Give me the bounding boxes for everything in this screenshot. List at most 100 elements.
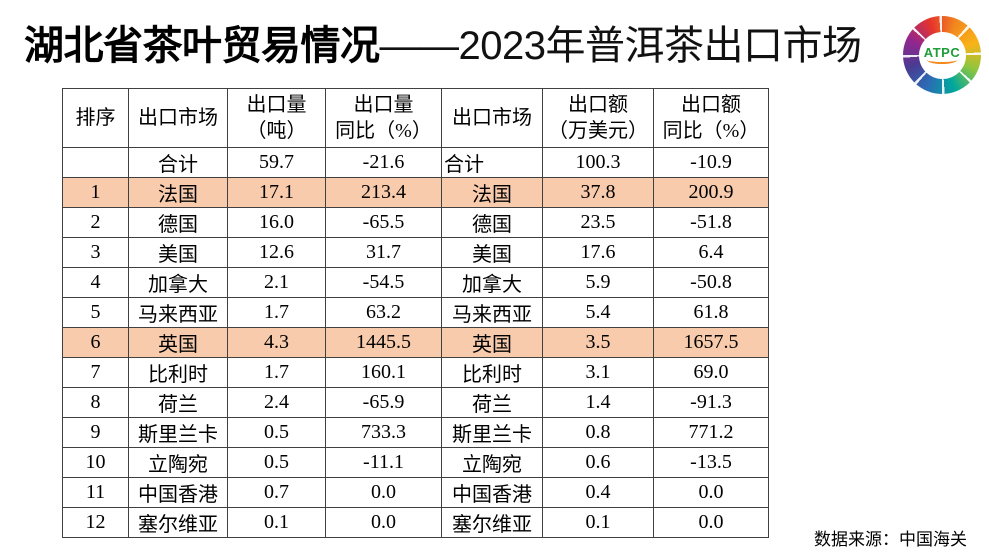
header-cell: 出口市场 (128, 88, 228, 148)
rank-cell: 8 (62, 387, 129, 418)
export-volume-cell: 0.5 (227, 447, 326, 478)
rank-cell: 7 (62, 357, 129, 388)
export-value-cell: 0.4 (542, 477, 654, 508)
rank-cell: 5 (62, 297, 129, 328)
table-row: 6 英国 4.3 1445.5 英国 3.5 1657.5 (62, 327, 769, 358)
market-cell-2: 德国 (441, 207, 543, 238)
rank-cell (62, 147, 129, 178)
market-cell-2: 塞尔维亚 (441, 507, 543, 538)
table-row: 10 立陶宛 0.5 -11.1 立陶宛 0.6 -13.5 (62, 447, 769, 478)
export-volume-cell: 2.4 (227, 387, 326, 418)
market-cell-2: 英国 (441, 327, 543, 358)
export-value-cell: 23.5 (542, 207, 654, 238)
header-cell: 出口量 （吨） (227, 88, 326, 148)
market-cell-2: 合计 (441, 147, 543, 178)
market-cell: 塞尔维亚 (128, 507, 228, 538)
market-cell: 合计 (128, 147, 228, 178)
export-value-cell: 3.1 (542, 357, 654, 388)
value-yoy-cell: -91.3 (653, 387, 769, 418)
table-header-row: 排序 出口市场 出口量 （吨） 出口量 同比（%） 出口市场 出口额 （万美元） 出口额 同比（%） (62, 88, 769, 148)
table-row: 7 比利时 1.7 160.1 比利时 3.1 69.0 (62, 357, 769, 388)
atpc-logo: ATPC (903, 16, 981, 94)
market-cell-2: 法国 (441, 177, 543, 208)
volume-yoy-cell: 0.0 (325, 477, 442, 508)
header-cell: 排序 (62, 88, 129, 148)
market-cell-2: 马来西亚 (441, 297, 543, 328)
export-volume-cell: 4.3 (227, 327, 326, 358)
volume-yoy-cell: -54.5 (325, 267, 442, 298)
table-body: 合计 59.7 -21.6 合计 100.3 -10.9 1 法国 17.1 213.4 法国 37.… (62, 147, 769, 538)
export-value-cell: 0.6 (542, 447, 654, 478)
value-yoy-cell: 69.0 (653, 357, 769, 388)
export-volume-cell: 16.0 (227, 207, 326, 238)
value-yoy-cell: -10.9 (653, 147, 769, 178)
page-title: 湖北省茶叶贸易情况——2023年普洱茶出口市场 (24, 22, 862, 70)
header-cell: 出口额 同比（%） (653, 88, 769, 148)
total-row: 合计 59.7 -21.6 合计 100.3 -10.9 (62, 147, 769, 178)
market-cell: 加拿大 (128, 267, 228, 298)
header-line: 出口量 (246, 94, 307, 116)
table-row: 12 塞尔维亚 0.1 0.0 塞尔维亚 0.1 0.0 (62, 507, 769, 538)
volume-yoy-cell: 63.2 (325, 297, 442, 328)
export-value-cell: 5.9 (542, 267, 654, 298)
volume-yoy-cell: -65.9 (325, 387, 442, 418)
market-cell: 英国 (128, 327, 228, 358)
volume-yoy-cell: -11.1 (325, 447, 442, 478)
volume-yoy-cell: 733.3 (325, 417, 442, 448)
value-yoy-cell: 61.8 (653, 297, 769, 328)
volume-yoy-cell: 213.4 (325, 177, 442, 208)
table-row: 9 斯里兰卡 0.5 733.3 斯里兰卡 0.8 771.2 (62, 417, 769, 448)
market-cell: 美国 (128, 237, 228, 268)
market-cell-2: 荷兰 (441, 387, 543, 418)
rank-cell: 4 (62, 267, 129, 298)
header-line: 排序 (75, 107, 116, 129)
export-volume-cell: 0.5 (227, 417, 326, 448)
header-cell: 出口市场 (441, 88, 543, 148)
value-yoy-cell: 0.0 (653, 477, 769, 508)
market-cell: 马来西亚 (128, 297, 228, 328)
header-line: 同比（%） (335, 120, 432, 142)
value-yoy-cell: 0.0 (653, 507, 769, 538)
value-yoy-cell: 1657.5 (653, 327, 769, 358)
table-row: 1 法国 17.1 213.4 法国 37.8 200.9 (62, 177, 769, 208)
rank-cell: 2 (62, 207, 129, 238)
value-yoy-cell: -50.8 (653, 267, 769, 298)
atpc-logo-underline-arc (927, 56, 957, 64)
export-value-cell: 0.1 (542, 507, 654, 538)
rank-cell: 11 (62, 477, 129, 508)
market-cell-2: 斯里兰卡 (441, 417, 543, 448)
export-value-cell: 37.8 (542, 177, 654, 208)
header-line: 出口市场 (138, 107, 218, 129)
tea-export-table: 排序 出口市场 出口量 （吨） 出口量 同比（%） 出口市场 出口额 （万美元） 出口额 同比（%）… (62, 88, 769, 538)
table-header: 排序 出口市场 出口量 （吨） 出口量 同比（%） 出口市场 出口额 （万美元） 出口额 同比（%） (62, 88, 769, 148)
export-value-cell: 5.4 (542, 297, 654, 328)
export-value-cell: 3.5 (542, 327, 654, 358)
title-light-part: ——2023年普洱茶出口市场 (379, 24, 862, 68)
market-cell-2: 比利时 (441, 357, 543, 388)
volume-yoy-cell: 0.0 (325, 507, 442, 538)
header-line: 出口额 (568, 94, 628, 116)
header-line: （万美元） (548, 120, 648, 142)
header-line: 同比（%） (662, 120, 760, 142)
export-volume-cell: 0.7 (227, 477, 326, 508)
value-yoy-cell: 6.4 (653, 237, 769, 268)
export-value-cell: 0.8 (542, 417, 654, 448)
header-line: 出口市场 (452, 107, 532, 129)
market-cell: 德国 (128, 207, 228, 238)
value-yoy-cell: 200.9 (653, 177, 769, 208)
export-volume-cell: 0.1 (227, 507, 326, 538)
market-cell-2: 加拿大 (441, 267, 543, 298)
market-cell: 斯里兰卡 (128, 417, 228, 448)
value-yoy-cell: -13.5 (653, 447, 769, 478)
volume-yoy-cell: -65.5 (325, 207, 442, 238)
table-row: 8 荷兰 2.4 -65.9 荷兰 1.4 -91.3 (62, 387, 769, 418)
rank-cell: 6 (62, 327, 129, 358)
market-cell: 中国香港 (128, 477, 228, 508)
rank-cell: 10 (62, 447, 129, 478)
table-row: 2 德国 16.0 -65.5 德国 23.5 -51.8 (62, 207, 769, 238)
table-row: 4 加拿大 2.1 -54.5 加拿大 5.9 -50.8 (62, 267, 769, 298)
volume-yoy-cell: 31.7 (325, 237, 442, 268)
export-value-cell: 1.4 (542, 387, 654, 418)
export-volume-cell: 17.1 (227, 177, 326, 208)
title-bold-part: 湖北省茶叶贸易情况 (24, 24, 380, 68)
